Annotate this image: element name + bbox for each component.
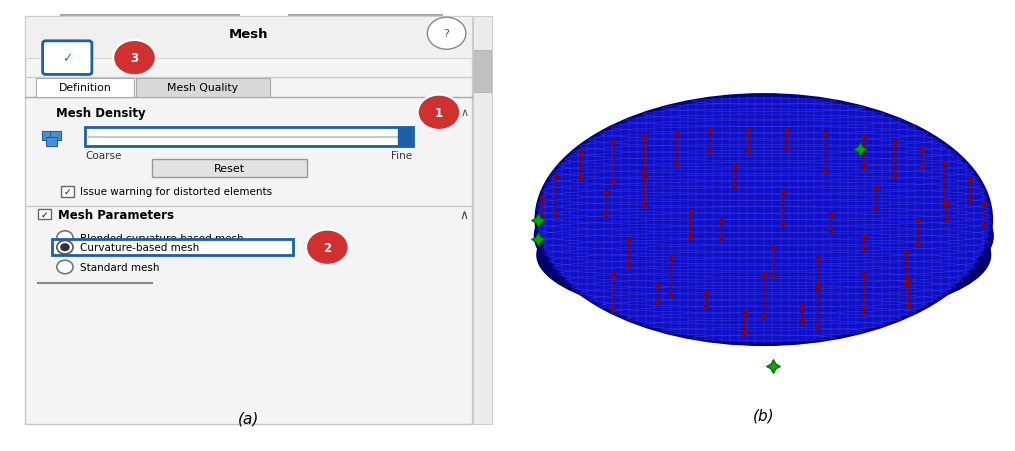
FancyBboxPatch shape: [25, 18, 472, 60]
Circle shape: [61, 244, 69, 251]
Text: ✓: ✓: [41, 210, 49, 219]
Text: ?: ?: [444, 29, 450, 39]
Text: Mesh Parameters: Mesh Parameters: [58, 208, 175, 221]
Text: Mesh Density: Mesh Density: [56, 106, 145, 120]
Text: Coarse: Coarse: [85, 151, 122, 161]
Ellipse shape: [535, 161, 993, 311]
Text: ∧: ∧: [460, 208, 469, 221]
Text: Definition: Definition: [59, 83, 112, 93]
FancyBboxPatch shape: [473, 18, 492, 424]
Ellipse shape: [536, 187, 992, 324]
Text: ✓: ✓: [62, 52, 72, 65]
Text: Issue warning for distorted elements: Issue warning for distorted elements: [80, 187, 272, 197]
Circle shape: [417, 96, 460, 131]
Text: 2: 2: [323, 241, 332, 254]
FancyBboxPatch shape: [474, 51, 491, 93]
Circle shape: [306, 230, 349, 265]
Text: 3: 3: [130, 52, 139, 65]
FancyBboxPatch shape: [25, 18, 472, 424]
FancyBboxPatch shape: [36, 78, 134, 97]
Circle shape: [427, 18, 466, 50]
FancyBboxPatch shape: [85, 128, 412, 147]
FancyBboxPatch shape: [43, 42, 91, 75]
FancyBboxPatch shape: [398, 128, 411, 147]
Text: Curvature-based mesh: Curvature-based mesh: [80, 243, 199, 253]
Circle shape: [113, 41, 155, 76]
Text: (a): (a): [238, 410, 260, 425]
Text: Standard mesh: Standard mesh: [80, 262, 159, 272]
Text: Mesh Quality: Mesh Quality: [167, 83, 238, 93]
Text: 1: 1: [434, 106, 444, 120]
FancyBboxPatch shape: [135, 78, 270, 97]
FancyBboxPatch shape: [52, 240, 292, 256]
FancyBboxPatch shape: [46, 138, 57, 147]
Circle shape: [57, 241, 73, 254]
Text: ✓: ✓: [64, 188, 71, 196]
FancyBboxPatch shape: [39, 209, 51, 220]
Circle shape: [57, 231, 73, 245]
Text: Mesh: Mesh: [229, 28, 268, 41]
Text: (b): (b): [753, 407, 774, 423]
Text: ∧: ∧: [460, 108, 469, 118]
Text: Reset: Reset: [214, 164, 246, 174]
FancyBboxPatch shape: [50, 132, 61, 141]
FancyBboxPatch shape: [152, 160, 307, 178]
FancyBboxPatch shape: [61, 186, 74, 198]
Circle shape: [57, 261, 73, 274]
Text: Fine: Fine: [392, 151, 412, 161]
Text: Blended curvature-based mesh: Blended curvature-based mesh: [80, 233, 244, 243]
Ellipse shape: [536, 96, 992, 345]
FancyBboxPatch shape: [42, 132, 53, 141]
